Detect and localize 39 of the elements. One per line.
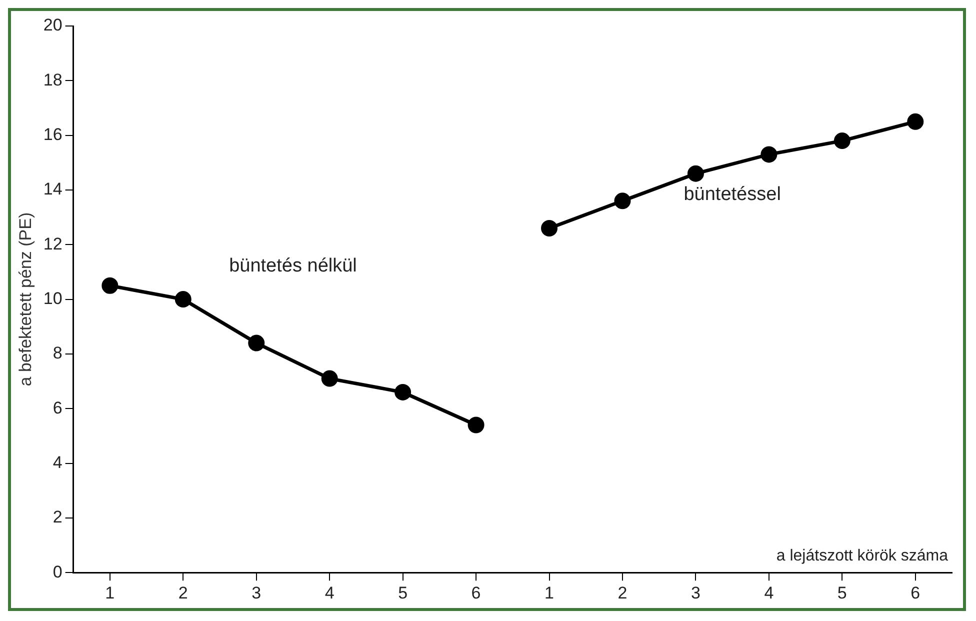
point (174, 291, 192, 308)
y-tick-label: 14 (43, 180, 62, 199)
x-tick-label: 3 (690, 583, 700, 602)
point (321, 370, 338, 387)
y-tick-label: 2 (52, 508, 62, 527)
x-tick-label: 4 (764, 583, 774, 602)
point (541, 220, 558, 236)
point (907, 113, 924, 130)
point (614, 192, 631, 210)
point (248, 334, 265, 352)
x-tick-label: 2 (178, 583, 188, 602)
y-tick-label: 8 (52, 344, 62, 363)
x-tick-label: 3 (252, 583, 262, 602)
x-axis-title: a lejátszott körök száma (776, 548, 948, 565)
y-tick-label: 12 (43, 234, 62, 254)
point (687, 165, 704, 182)
point (394, 384, 412, 400)
y-tick-label: 20 (43, 16, 62, 35)
y-tick-label: 6 (52, 398, 62, 418)
y-tick-label: 18 (43, 70, 62, 90)
x-tick-label: 6 (910, 583, 920, 602)
x-tick-label: 5 (837, 583, 847, 602)
y-tick-label: 10 (43, 288, 62, 308)
x-tick-label: 2 (618, 583, 628, 602)
x-tick-label: 4 (324, 583, 334, 602)
text: büntetés nélkül (229, 256, 357, 277)
y-axis-title: a befektetett pénz (PE) (16, 212, 35, 386)
series-label: büntetéssel (684, 184, 781, 205)
y-tick-label: 4 (52, 452, 62, 472)
x-tick-label: 6 (471, 583, 481, 602)
point (468, 416, 484, 434)
y-tick-label: 16 (43, 125, 62, 144)
y-tick-label: 0 (52, 562, 62, 582)
point (834, 132, 850, 150)
point (102, 277, 118, 294)
x-tick-label: 5 (398, 583, 408, 602)
x-tick-label: 1 (544, 583, 554, 602)
point (760, 146, 778, 163)
x-tick-label: 1 (105, 583, 115, 602)
